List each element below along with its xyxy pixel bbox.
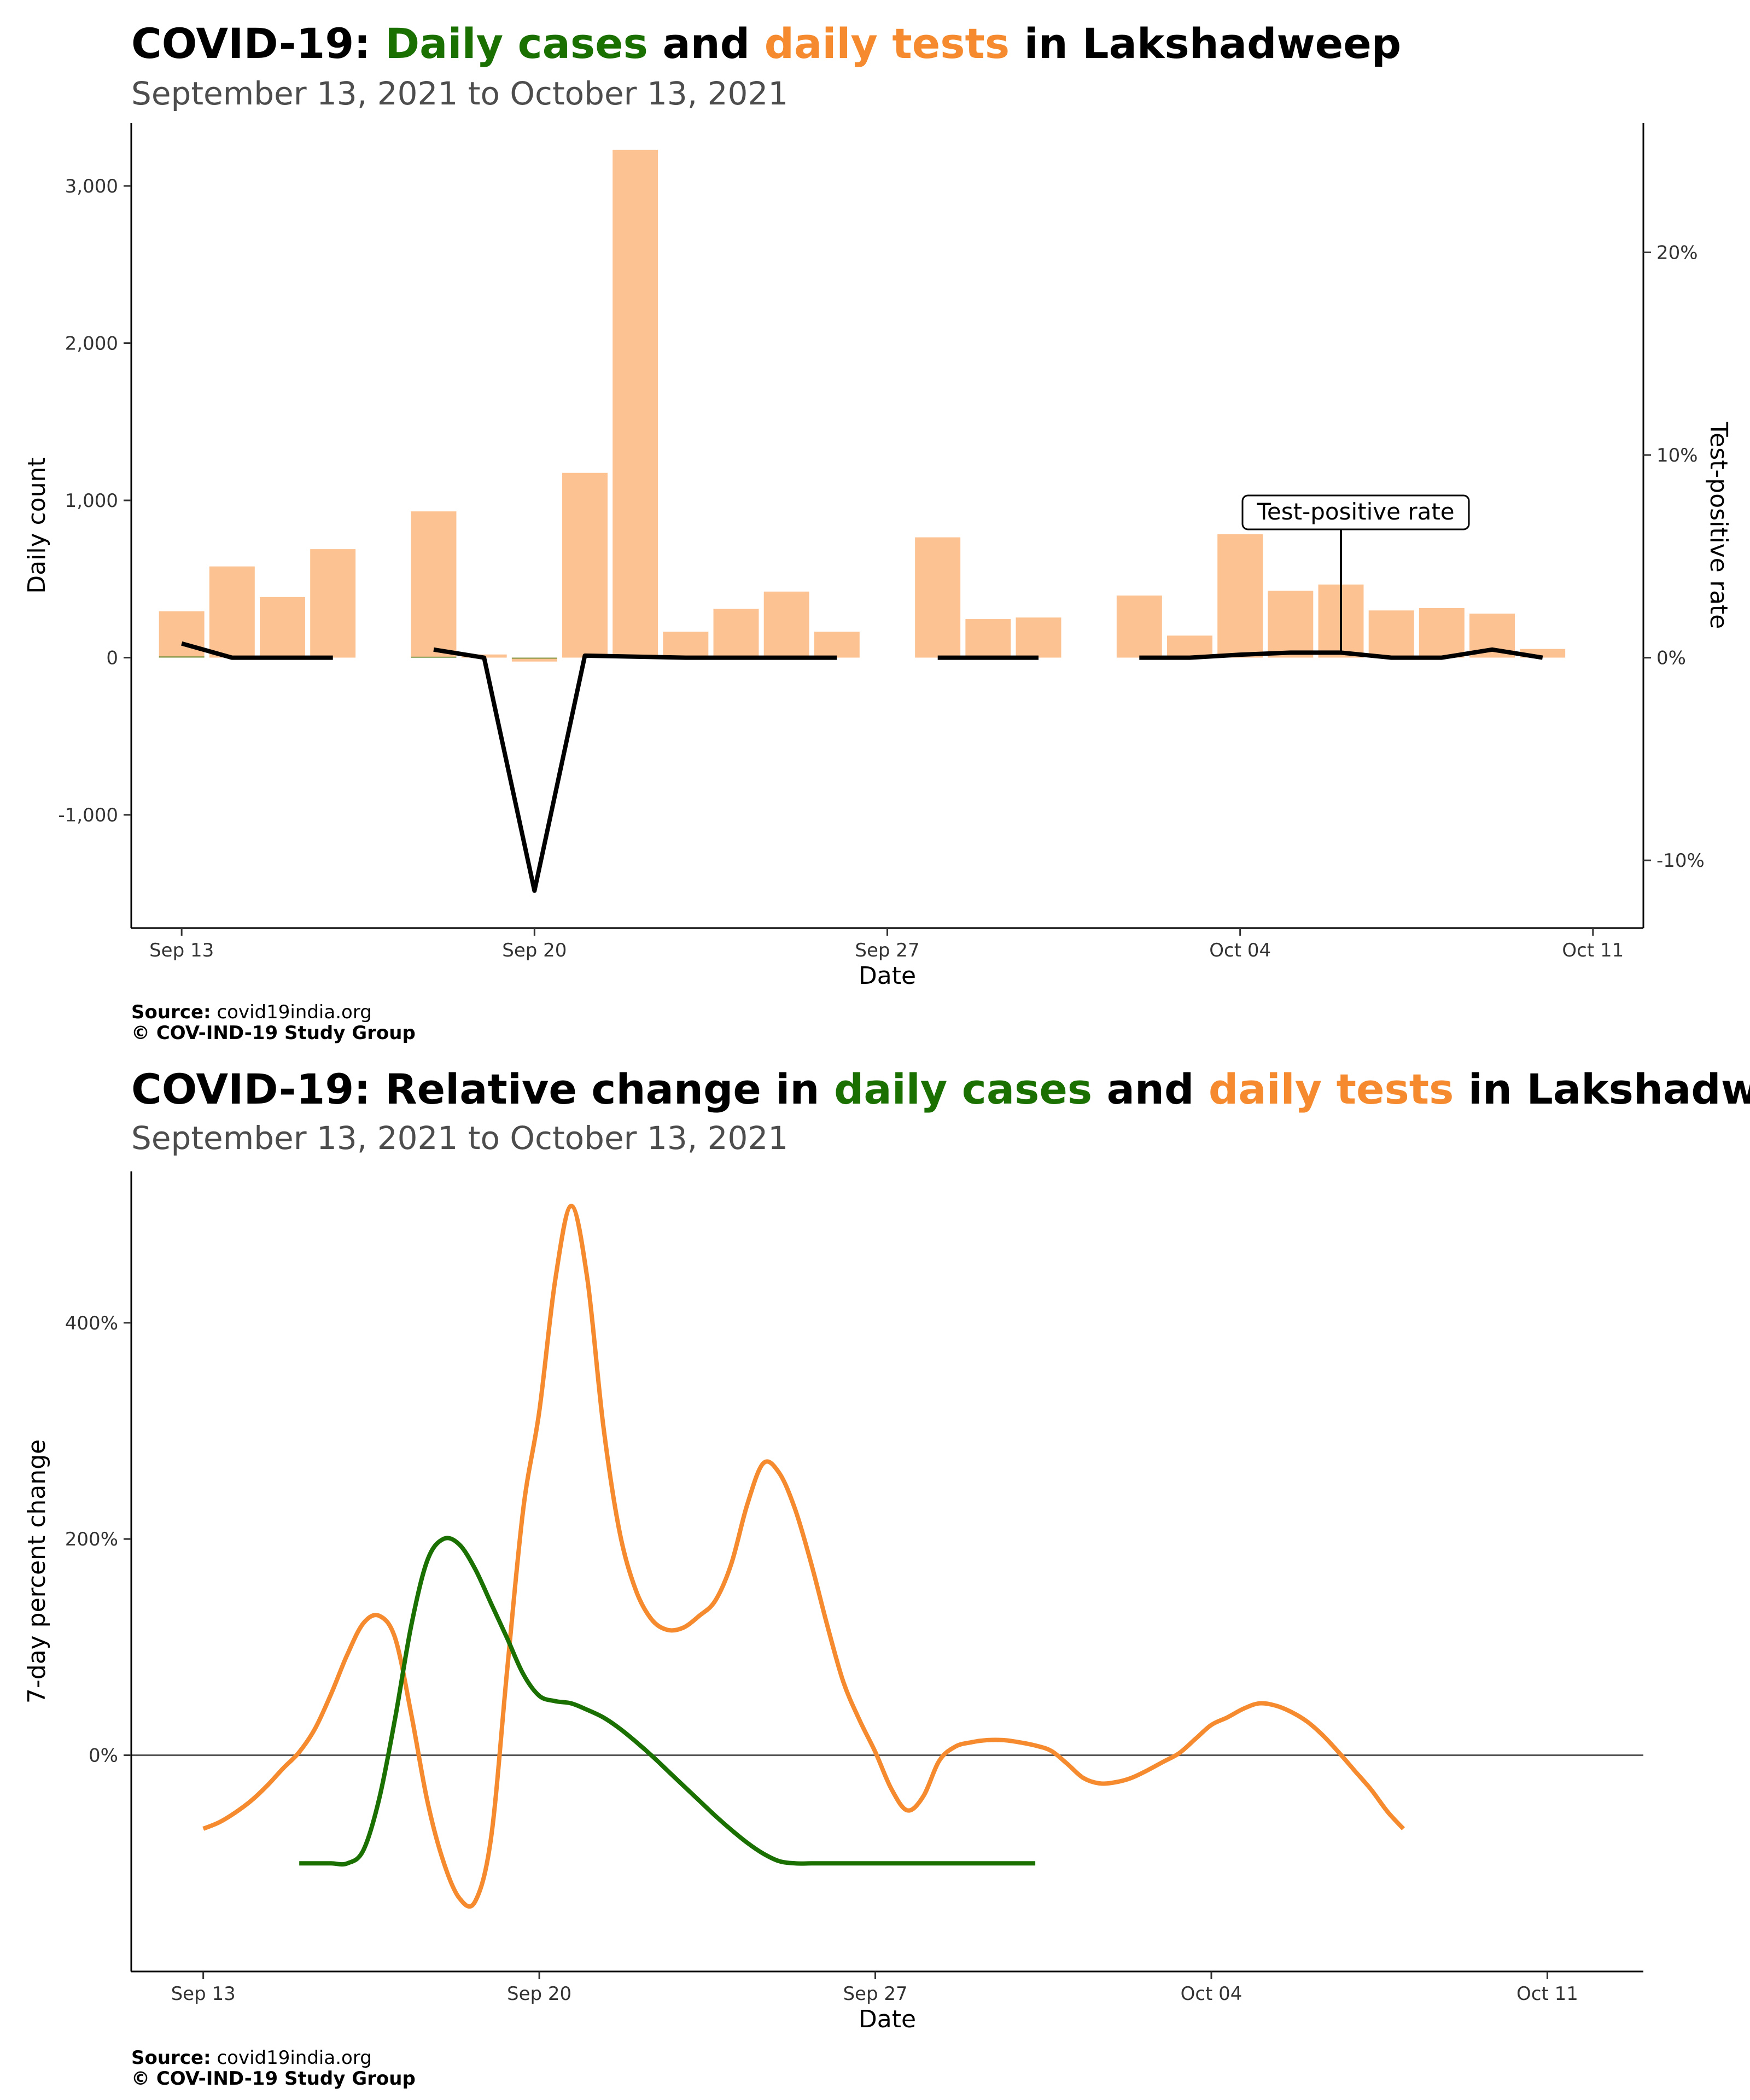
cases-bar: [411, 656, 457, 658]
chart-title: COVID-19: Daily cases and daily tests in…: [131, 23, 1401, 65]
tests-bar: [1016, 617, 1061, 658]
x-axis-title: Date: [859, 2005, 916, 2033]
y2-tick-label: 0%: [1656, 648, 1686, 669]
tests-bar: [612, 149, 658, 658]
x-tick-label: Sep 27: [843, 1983, 907, 2005]
copyright: © COV-IND-19 Study Group: [131, 2068, 416, 2090]
tpr-line: [1139, 647, 1543, 660]
source-label: Source:: [131, 1001, 211, 1023]
tests-bar: [411, 511, 457, 658]
y-tick-label: 3,000: [65, 176, 118, 197]
source-label: Source:: [131, 2047, 211, 2069]
annotation-box: [1241, 494, 1470, 530]
copyright: © COV-IND-19 Study Group: [131, 1022, 416, 1044]
y-axis-title: Daily count: [23, 457, 51, 593]
relative-change-panel: COVID-19: Relative change in daily cases…: [0, 1050, 1750, 2100]
y-tick-label: 1,000: [65, 490, 118, 512]
cases-change-line: [299, 1536, 1036, 1867]
tests-bar: [814, 632, 860, 658]
title-tests-keyword: daily tests: [764, 19, 1010, 68]
tpr-line: [181, 641, 333, 660]
x-axis-title: Date: [859, 962, 916, 990]
title-prefix: COVID-19:: [131, 19, 386, 68]
title-prefix: COVID-19: Relative change in: [131, 1065, 834, 1113]
y2-tick-label: -10%: [1656, 850, 1705, 872]
tests-bar: [260, 597, 305, 658]
tests-bar: [310, 549, 356, 658]
source-value: covid19india.org: [211, 2047, 372, 2069]
x-tick-label: Sep 13: [149, 940, 214, 961]
tests-bar: [1419, 608, 1465, 658]
y-tick-label: 200%: [65, 1529, 118, 1550]
x-tick-label: Oct 11: [1516, 1983, 1578, 2005]
tests-bar: [1368, 610, 1414, 658]
chart-title: COVID-19: Relative change in daily cases…: [131, 1069, 1750, 1110]
x-tick-label: Sep 20: [507, 1983, 571, 2005]
x-tick-label: Sep 20: [502, 940, 567, 961]
y2-tick-label: 20%: [1656, 242, 1698, 264]
tests-bar: [915, 537, 961, 658]
tests-bar: [713, 609, 759, 658]
daily-chart-svg: Test-positive rate -1,000 0 1,000 2,000 3,000…: [23, 123, 1732, 990]
source-line: Source: covid19india.org: [131, 2049, 372, 2067]
source-value: covid19india.org: [211, 1001, 372, 1023]
x-tick-label: Sep 13: [171, 1983, 236, 2005]
y-axis-title: 7-day percent change: [23, 1439, 51, 1704]
title-cases-keyword: Daily cases: [385, 19, 648, 68]
chart-subtitle: September 13, 2021 to October 13, 2021: [131, 1119, 789, 1157]
title-cases-keyword: daily cases: [834, 1065, 1093, 1113]
x-tick-label: Oct 04: [1181, 1983, 1242, 2005]
tests-bar: [1268, 591, 1314, 658]
title-suffix: in Lakshadweep: [1010, 19, 1402, 68]
y2-axis-title: Test-positive rate: [1705, 422, 1732, 629]
tests-bar: [562, 472, 608, 658]
title-suffix: in Lakshadweep: [1468, 1065, 1750, 1113]
title-tests-keyword: daily tests: [1208, 1065, 1454, 1113]
x-tick-label: Sep 27: [855, 940, 919, 961]
tests-bar: [209, 566, 255, 658]
tests-bar: [763, 591, 809, 658]
source-line: Source: covid19india.org: [131, 1003, 372, 1022]
tpr-line: [433, 647, 837, 893]
tests-bar: [663, 632, 709, 658]
title-mid: and: [648, 19, 765, 68]
y-tick-label: 400%: [65, 1312, 118, 1334]
tests-bar: [159, 611, 205, 658]
relative-change-chart-svg: 0% 200% 400% Sep 13 Sep 20 Sep 27 Oct 04 Oct 11…: [23, 1171, 1643, 2033]
x-tick-label: Oct 11: [1562, 940, 1624, 961]
chart-subtitle: September 13, 2021 to October 13, 2021: [131, 75, 789, 112]
y-tick-label: -1,000: [58, 804, 118, 826]
tests-bar: [511, 657, 557, 662]
x-tick-label: Oct 04: [1209, 940, 1271, 961]
title-mid: and: [1092, 1065, 1209, 1113]
cases-bar: [511, 657, 557, 659]
tests-bar: [1116, 595, 1162, 658]
cases-bar: [159, 656, 205, 658]
tests-bar: [1167, 635, 1212, 658]
tests-change-line: [202, 1204, 1405, 1909]
y-tick-label: 2,000: [65, 333, 118, 355]
annotation-label: Test-positive rate: [1256, 498, 1454, 525]
tests-bar: [1217, 534, 1263, 658]
daily-chart-panel: COVID-19: Daily cases and daily tests in…: [23, 23, 1732, 1044]
y-tick-label: 0: [106, 648, 118, 669]
y-tick-label: 0%: [89, 1745, 118, 1767]
tests-bar: [965, 619, 1011, 658]
y2-tick-label: 10%: [1656, 445, 1698, 466]
